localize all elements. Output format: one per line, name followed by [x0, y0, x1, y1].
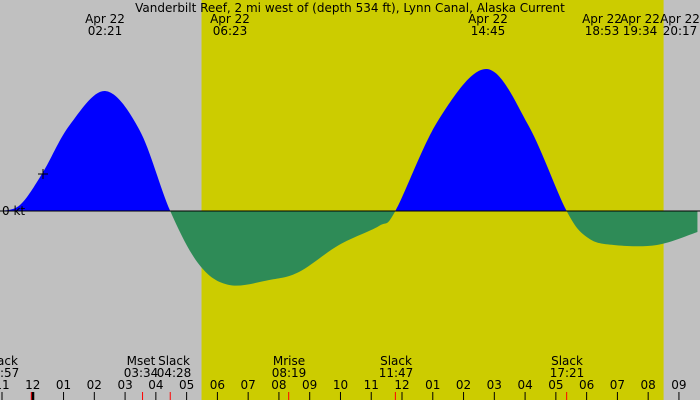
- event-time-label: 19:34: [622, 24, 658, 38]
- hour-tick-label: 10: [332, 378, 349, 392]
- event-type-label: Slack: [158, 354, 190, 368]
- flood-area: [0, 68, 698, 211]
- hour-tick-label: 11: [363, 378, 379, 392]
- hour-tick-label: 09: [302, 378, 318, 392]
- hour-tick-label: 06: [209, 378, 226, 392]
- event-time-label: 17:21: [549, 366, 585, 380]
- hour-tick-label: 01: [425, 378, 441, 392]
- hour-tick-label: 03: [117, 378, 133, 392]
- event-time-label: 20:17: [662, 24, 698, 38]
- event-time-label: 02:21: [87, 24, 123, 38]
- event-time-label: 23:57: [0, 366, 20, 380]
- hour-tick-label: 07: [609, 378, 626, 392]
- event-date-label: Apr 22: [210, 12, 250, 26]
- event-time-label: 18:53: [584, 24, 620, 38]
- hour-tick-label: 02: [455, 378, 472, 392]
- hour-tick-label: 01: [55, 378, 72, 392]
- event-time-label: 11:47: [378, 366, 414, 380]
- hour-tick-label: 08: [271, 378, 287, 392]
- chart-title: Vanderbilt Reef, 2 mi west of (depth 534…: [135, 1, 565, 15]
- zero-kt-label: 0 kt: [2, 204, 26, 218]
- event-time-label: 14:45: [470, 24, 506, 38]
- hour-tick-label: 05: [178, 378, 195, 392]
- event-type-label: Slack: [551, 354, 583, 368]
- event-date-label: Apr 22: [85, 12, 125, 26]
- hour-tick-label: 05: [548, 378, 564, 392]
- hour-tick-label: 09: [671, 378, 687, 392]
- hour-tick-label: 12: [394, 378, 410, 392]
- event-date-label: Apr 22: [660, 12, 700, 26]
- event-time-label: 04:28: [156, 366, 192, 380]
- hour-tick-label: 04: [517, 378, 533, 392]
- hour-tick-label: 12: [25, 378, 41, 392]
- ebb-area: [0, 211, 698, 286]
- event-time-label: 03:34: [123, 366, 159, 380]
- event-type-label: Slack: [0, 354, 18, 368]
- event-type-label: Mrise: [272, 354, 306, 368]
- event-date-label: Apr 22: [620, 12, 660, 26]
- hour-tick-label: 03: [486, 378, 502, 392]
- hour-tick-label: 04: [148, 378, 164, 392]
- event-date-label: Apr 22: [582, 12, 622, 26]
- event-time-label: 08:19: [271, 366, 307, 380]
- hour-tick-label: 08: [640, 378, 656, 392]
- event-time-label: 06:23: [212, 24, 248, 38]
- hour-tick-label: 02: [86, 378, 102, 392]
- hour-tick-label: 11: [0, 378, 10, 392]
- hour-tick-label: 07: [240, 378, 256, 392]
- event-type-label: Slack: [380, 354, 412, 368]
- plus-marker: [38, 169, 48, 179]
- event-type-label: Mset: [126, 354, 156, 368]
- event-date-label: Apr 22: [468, 12, 508, 26]
- hour-tick-label: 06: [578, 378, 595, 392]
